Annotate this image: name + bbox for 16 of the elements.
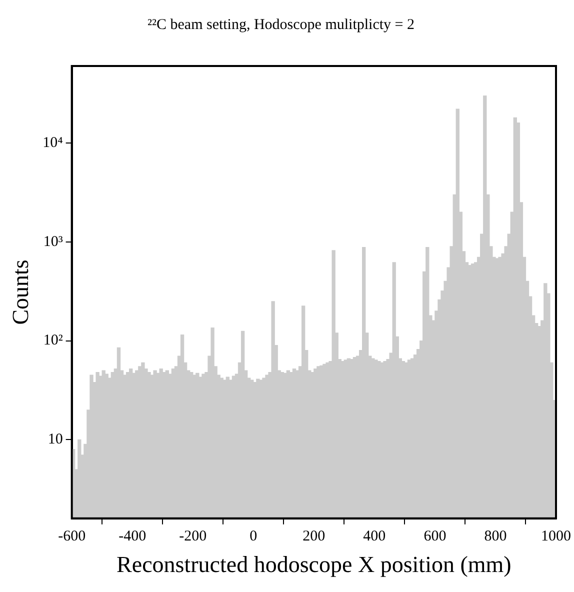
x-tick-label: 200	[302, 528, 326, 544]
x-tick-label: 600	[424, 528, 446, 544]
x-axis-title: Reconstructed hodoscope X position (mm)	[116, 552, 512, 578]
y-axis-title: Counts	[8, 260, 33, 325]
x-tick-label: 800	[484, 528, 507, 544]
x-tick-label: 400	[363, 528, 386, 544]
y-tick-label: 10²	[43, 332, 64, 349]
x-tick-label: -600	[58, 528, 86, 544]
x-tick-label: -400	[118, 528, 146, 544]
x-tick-label: -200	[179, 528, 207, 544]
x-tick-label: 1000	[541, 528, 571, 544]
y-tick-label: 10³	[43, 234, 64, 250]
x-tick-label: 0	[250, 528, 258, 544]
y-tick-label: 10	[48, 432, 63, 448]
chart-title: ²²C beam setting, Hodoscope mulitplicty = 2	[147, 16, 415, 33]
y-tick-label: 10⁴	[42, 134, 63, 151]
